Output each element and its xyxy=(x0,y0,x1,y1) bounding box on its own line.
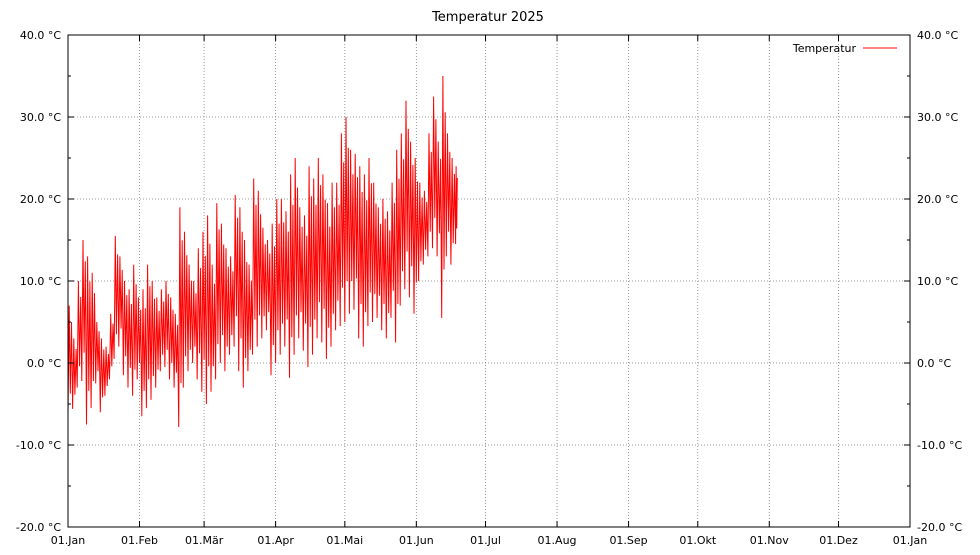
xtick-label: 01.Nov xyxy=(750,534,789,547)
ytick-label-left: 10.0 °C xyxy=(20,275,61,288)
xtick-label: 01.Mär xyxy=(185,534,224,547)
xtick-label: 01.Jun xyxy=(399,534,434,547)
ytick-label-right: 10.0 °C xyxy=(917,275,958,288)
ytick-label-right: -20.0 °C xyxy=(917,521,962,534)
xtick-label: 01.Jan xyxy=(893,534,927,547)
legend-label: Temperatur xyxy=(792,42,857,55)
ytick-label-left: 0.0 °C xyxy=(27,357,61,370)
xtick-label: 01.Sep xyxy=(609,534,647,547)
ytick-label-right: 0.0 °C xyxy=(917,357,951,370)
series-layer xyxy=(67,75,458,428)
xtick-label: 01.Jul xyxy=(470,534,501,547)
tick-labels: -20.0 °C -20.0 °C -10.0 °C -10.0 °C 0.0 °C 0.… xyxy=(16,29,963,547)
xtick-label: 01.Okt xyxy=(679,534,717,547)
xtick-label: 01.Feb xyxy=(121,534,158,547)
ytick-label-right: -10.0 °C xyxy=(917,439,962,452)
ytick-label-left: 30.0 °C xyxy=(20,111,61,124)
legend: Temperatur xyxy=(792,42,897,55)
series-line-temperatur xyxy=(67,75,458,428)
ytick-label-right: 30.0 °C xyxy=(917,111,958,124)
ytick-label-left: -20.0 °C xyxy=(16,521,61,534)
xtick-label: 01.Aug xyxy=(538,534,577,547)
xtick-label: 01.Dez xyxy=(819,534,858,547)
chart-title: Temperatur 2025 xyxy=(431,10,544,25)
xtick-label: 01.Apr xyxy=(257,534,294,547)
ytick-label-left: 20.0 °C xyxy=(20,193,61,206)
xtick-label: 01.Mai xyxy=(326,534,363,547)
ytick-label-right: 20.0 °C xyxy=(917,193,958,206)
xtick-label: 01.Jan xyxy=(51,534,85,547)
ytick-label-right: 40.0 °C xyxy=(917,29,958,42)
ticks xyxy=(67,34,911,528)
ytick-label-left: 40.0 °C xyxy=(20,29,61,42)
ytick-label-left: -10.0 °C xyxy=(16,439,61,452)
